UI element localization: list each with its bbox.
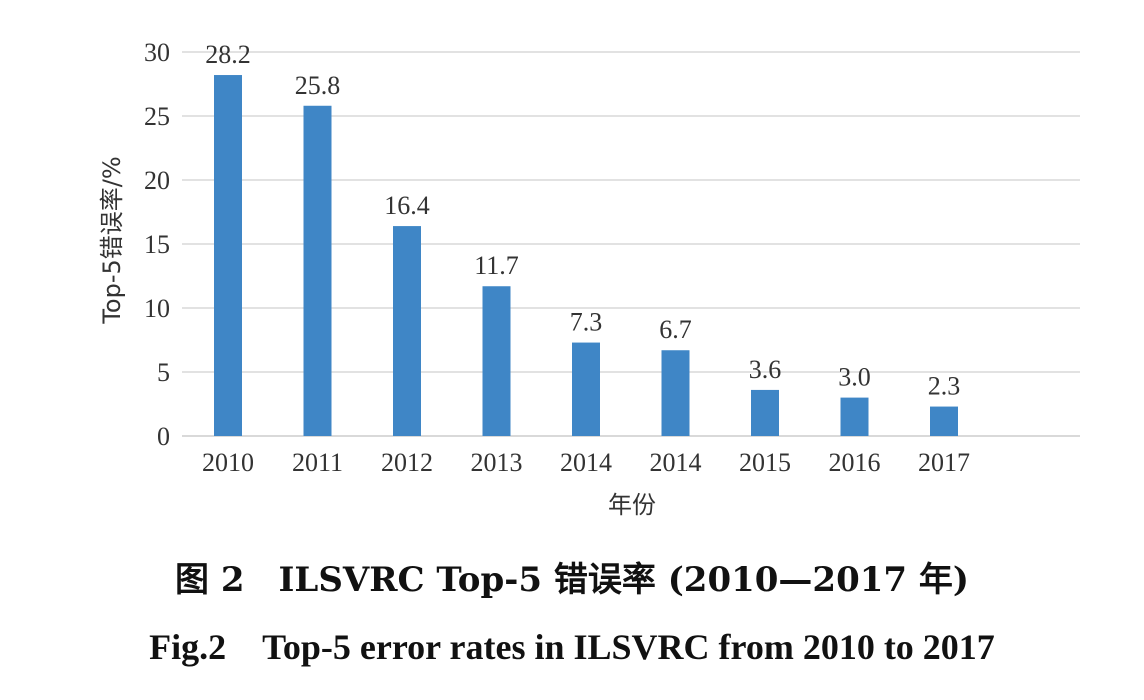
data-label: 11.7: [474, 251, 519, 280]
data-label: 6.7: [659, 315, 692, 344]
bar: [930, 406, 958, 436]
bar: [303, 105, 332, 436]
figure-caption-english: Fig.2 Top-5 error rates in ILSVRC from 2…: [149, 627, 995, 667]
y-tick-label: 15: [144, 230, 170, 259]
y-tick-label: 10: [144, 294, 170, 323]
x-tick-label: 2010: [202, 448, 254, 477]
bar-chart: 28.2 25.8 16.4 11.7 7.3 6.7 3.6 3.0 2.3 0 5 10 15 20…: [98, 38, 1080, 519]
y-axis-title: Top-5错误率/%: [98, 156, 126, 324]
y-tick-label: 25: [144, 102, 170, 131]
x-tick-label: 2016: [829, 448, 881, 477]
data-label: 2.3: [928, 372, 961, 401]
y-axis-ticks: 0 5 10 15 20 25 30: [144, 38, 170, 451]
x-tick-label: 2017: [918, 448, 970, 477]
y-tick-label: 0: [157, 422, 170, 451]
bar: [393, 226, 421, 436]
data-labels: 28.2 25.8 16.4 11.7 7.3 6.7 3.6 3.0 2.3: [205, 40, 960, 401]
bar: [572, 342, 600, 436]
data-label: 3.6: [749, 355, 782, 384]
bar: [840, 397, 869, 436]
x-axis-title: 年份: [608, 491, 656, 519]
bar: [661, 350, 690, 436]
x-tick-label: 2014: [650, 448, 702, 477]
x-tick-label: 2011: [292, 448, 343, 477]
data-label: 3.0: [838, 363, 871, 392]
bar: [482, 286, 511, 436]
y-tick-label: 20: [144, 166, 170, 195]
x-axis-ticks: 2010 2011 2012 2013 2014 2014 2015 2016 2017: [202, 448, 970, 477]
data-label: 28.2: [205, 40, 251, 69]
bar: [214, 75, 242, 436]
data-label: 25.8: [295, 71, 341, 100]
x-tick-label: 2014: [560, 448, 612, 477]
x-tick-label: 2015: [739, 448, 791, 477]
y-tick-label: 30: [144, 38, 170, 67]
x-tick-label: 2013: [471, 448, 523, 477]
y-tick-label: 5: [157, 358, 170, 387]
bars: [214, 75, 958, 436]
figure-caption-chinese: 图 2 ILSVRC Top-5 错误率 (2010—2017 年): [175, 560, 969, 600]
x-tick-label: 2012: [381, 448, 433, 477]
data-label: 7.3: [570, 308, 603, 337]
data-label: 16.4: [384, 191, 430, 220]
bar: [751, 389, 779, 436]
